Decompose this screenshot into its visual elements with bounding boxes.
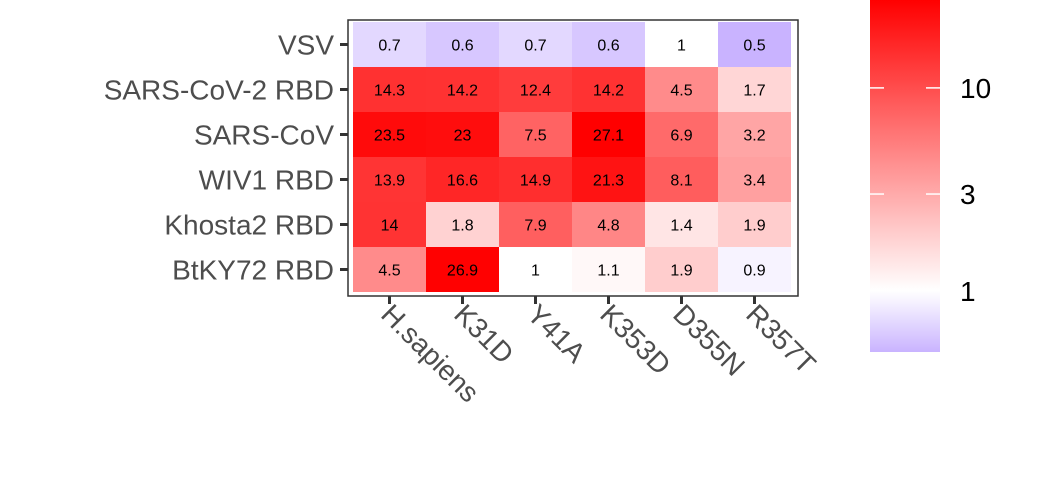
heatmap-cell <box>353 112 426 157</box>
cell-value-label: 14.9 <box>520 173 551 190</box>
heatmap-cell <box>645 22 718 67</box>
cell-value-label: 13.9 <box>374 173 405 190</box>
y-tick-label: VSV <box>278 30 334 61</box>
cell-value-label: 1 <box>531 263 540 280</box>
heatmap-cell <box>572 247 645 292</box>
heatmap-cell <box>572 157 645 202</box>
x-tick-label: K353D <box>594 298 676 380</box>
cell-value-label: 1.9 <box>670 263 692 280</box>
heatmap-cell <box>645 157 718 202</box>
heatmap-cell <box>499 157 572 202</box>
heatmap-cell <box>718 202 791 247</box>
cell-value-label: 16.6 <box>447 173 478 190</box>
heatmap-cell <box>426 247 499 292</box>
cell-value-label: 27.1 <box>593 128 624 145</box>
cell-value-label: 1.4 <box>670 218 692 235</box>
x-tick-label: D355N <box>667 298 751 382</box>
heatmap-cell <box>499 22 572 67</box>
panel-border <box>347 19 799 297</box>
legend-tick-label: 3 <box>960 179 976 210</box>
x-tick-label: Y41A <box>521 298 592 369</box>
cell-value-label: 3.4 <box>743 173 765 190</box>
heatmap-cell <box>645 67 718 112</box>
cell-value-label: 0.9 <box>743 263 765 280</box>
cell-value-label: 4.5 <box>670 83 692 100</box>
cell-value-label: 23 <box>454 128 472 145</box>
heatmap-cell <box>353 247 426 292</box>
cell-value-label: 0.7 <box>378 38 400 55</box>
y-tick-label: SARS-CoV-2 RBD <box>104 75 334 106</box>
cell-value-label: 1.7 <box>743 83 765 100</box>
heatmap-cell <box>426 22 499 67</box>
heatmap-cell <box>499 112 572 157</box>
heatmap-cell <box>499 247 572 292</box>
cell-value-label: 1 <box>677 38 686 55</box>
cell-value-label: 4.5 <box>378 263 400 280</box>
heatmap-cell <box>353 22 426 67</box>
cell-value-label: 21.3 <box>593 173 624 190</box>
heatmap-cell <box>353 202 426 247</box>
cell-value-label: 1.1 <box>597 263 619 280</box>
legend-colorbar <box>870 0 940 352</box>
cell-value-label: 3.2 <box>743 128 765 145</box>
cell-value-label: 0.6 <box>597 38 619 55</box>
cell-value-label: 14.2 <box>593 83 624 100</box>
heatmap-cell <box>426 157 499 202</box>
heatmap-cell <box>426 202 499 247</box>
cell-value-label: 26.9 <box>447 263 478 280</box>
cell-value-label: 0.6 <box>451 38 473 55</box>
heatmap-cell <box>499 67 572 112</box>
heatmap-cell <box>572 202 645 247</box>
legend-tick-label: 1 <box>960 276 976 307</box>
legend-tick-label: 10 <box>960 73 991 104</box>
heatmap-cell <box>426 67 499 112</box>
cell-value-label: 1.9 <box>743 218 765 235</box>
cell-value-label: 12.4 <box>520 83 551 100</box>
heatmap-cell <box>353 67 426 112</box>
y-tick-label: Khosta2 RBD <box>164 210 334 241</box>
heatmap-cell <box>645 112 718 157</box>
heatmap-cell <box>718 157 791 202</box>
cell-value-label: 6.9 <box>670 128 692 145</box>
cell-value-label: 23.5 <box>374 128 405 145</box>
heatmap-cell <box>572 112 645 157</box>
cell-value-label: 4.8 <box>597 218 619 235</box>
heatmap-cell <box>499 202 572 247</box>
heatmap-cell <box>718 67 791 112</box>
heatmap-cell <box>572 22 645 67</box>
heatmap-cell <box>572 67 645 112</box>
cell-value-label: 8.1 <box>670 173 692 190</box>
cell-value-label: 7.9 <box>524 218 546 235</box>
heatmap-cell <box>718 22 791 67</box>
heatmap-cell <box>426 112 499 157</box>
cell-value-label: 0.7 <box>524 38 546 55</box>
cell-value-label: 14 <box>381 218 399 235</box>
cell-value-label: 14.3 <box>374 83 405 100</box>
heatmap-cell <box>645 202 718 247</box>
heatmap-cell <box>645 247 718 292</box>
y-tick-label: BtKY72 RBD <box>172 255 334 286</box>
heatmap-cell <box>718 247 791 292</box>
heatmap-cell <box>718 112 791 157</box>
x-tick-label: R357T <box>740 298 821 379</box>
cell-value-label: 1.8 <box>451 218 473 235</box>
heatmap-cell <box>353 157 426 202</box>
cell-value-label: 0.5 <box>743 38 765 55</box>
cell-value-label: 7.5 <box>524 128 546 145</box>
cell-value-label: 14.2 <box>447 83 478 100</box>
y-tick-label: SARS-CoV <box>194 120 334 151</box>
y-tick-label: WIV1 RBD <box>199 165 334 196</box>
